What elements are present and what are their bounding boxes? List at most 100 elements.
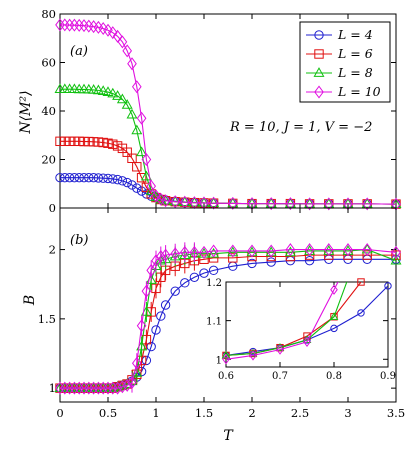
data-point (127, 57, 137, 71)
data-point (122, 44, 133, 58)
panel-b-label: (b) (70, 233, 88, 248)
data-point (136, 172, 147, 183)
data-point (390, 198, 402, 208)
data-point (330, 324, 338, 333)
data-point (55, 381, 65, 395)
x-tick-label: 0.9 (380, 371, 396, 382)
data-point (160, 194, 171, 208)
data-point (112, 90, 124, 100)
data-point (93, 137, 104, 147)
data-point (83, 381, 94, 395)
data-point (131, 356, 142, 370)
series-line-l=6 (60, 140, 397, 205)
data-point (304, 243, 315, 257)
data-point (136, 186, 147, 196)
data-point (98, 173, 108, 183)
data-point (102, 86, 114, 96)
data-point (151, 189, 161, 203)
data-point (180, 278, 190, 288)
data-point (116, 93, 128, 104)
data-point (265, 246, 277, 257)
series-line-l=10 (60, 24, 397, 205)
legend: L = 4 L = 6 L = 8 L = 10 (299, 21, 391, 103)
data-point (343, 243, 353, 257)
data-point (55, 172, 65, 183)
data-point (107, 381, 118, 395)
data-point (98, 137, 108, 148)
data-point (88, 137, 99, 147)
data-point (55, 136, 65, 147)
data-point (246, 197, 258, 208)
data-point (122, 177, 132, 188)
legend-label: L = 8 (337, 65, 373, 80)
data-point (285, 243, 296, 257)
data-point (179, 196, 191, 207)
data-point (362, 197, 373, 211)
data-point (64, 381, 75, 395)
data-point (199, 268, 209, 278)
y-tick-label: 1.1 (206, 317, 222, 328)
data-point (170, 286, 180, 296)
data-point (103, 138, 113, 148)
data-point (249, 350, 257, 361)
data-point (88, 381, 99, 395)
data-point (132, 162, 142, 172)
data-point (247, 244, 257, 258)
series-line-l=8 (60, 88, 397, 205)
panel-b-ylabel: B (22, 295, 38, 306)
data-point (127, 376, 137, 390)
data-point (160, 300, 171, 310)
data-point (156, 311, 166, 321)
data-point (208, 265, 219, 276)
x-tick-label: 0.6 (218, 371, 234, 382)
data-point (64, 18, 75, 32)
data-point (103, 381, 113, 395)
data-point (108, 174, 118, 184)
data-point (126, 108, 138, 119)
inset-background (225, 281, 389, 368)
panel-a-series (54, 18, 402, 211)
data-point (247, 258, 257, 269)
data-point (391, 250, 401, 260)
data-point (323, 245, 335, 255)
data-point (170, 195, 181, 209)
data-point (121, 99, 133, 109)
data-point (112, 381, 123, 395)
data-point (276, 344, 284, 355)
series-line-l=8 (226, 282, 348, 356)
legend-marker (313, 67, 325, 77)
inset-ticks: 1 1.1 1.2 0.6 0.7 0.8 0.9 (206, 278, 396, 382)
data-point (79, 381, 89, 395)
data-point (55, 18, 65, 32)
y-tick-label: 60 (41, 56, 56, 70)
data-point (141, 284, 152, 298)
data-point (64, 136, 75, 147)
data-point (284, 197, 296, 208)
data-point (208, 196, 219, 210)
data-point (117, 35, 128, 49)
data-point (103, 173, 113, 184)
data-point (74, 172, 84, 183)
x-tick-label: 0.7 (272, 371, 288, 382)
data-point (92, 84, 104, 95)
data-point (88, 172, 99, 183)
legend-marker (314, 85, 324, 99)
data-point (303, 336, 311, 348)
data-point (227, 196, 238, 210)
x-tick-label: 3 (344, 406, 351, 420)
data-point (83, 83, 95, 94)
data-point (151, 283, 161, 294)
data-point (60, 136, 70, 147)
data-point (97, 85, 109, 95)
y-tick-label: 1 (49, 381, 56, 395)
data-point (127, 153, 137, 163)
panel-b-xlabel: T (223, 428, 234, 444)
data-point (221, 350, 231, 359)
panel-a-ylabel: N⟨M²⟩ (18, 90, 34, 134)
data-point (266, 197, 277, 211)
data-point (155, 249, 166, 264)
data-point (304, 245, 316, 255)
data-point (107, 26, 118, 40)
y-tick-label: 80 (41, 7, 56, 21)
data-point (222, 354, 230, 365)
